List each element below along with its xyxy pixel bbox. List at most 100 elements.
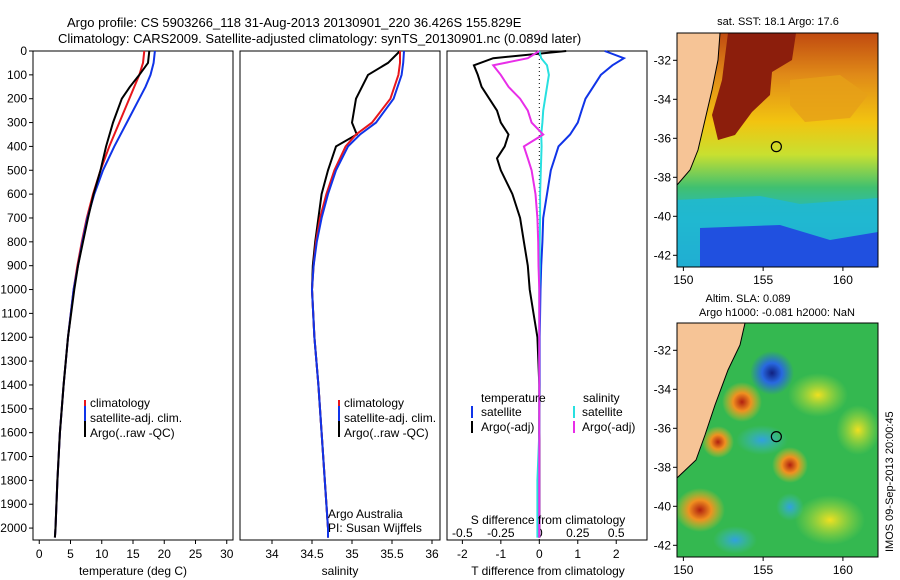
sst-cold-band — [700, 225, 878, 267]
x-tick-label: 30 — [220, 547, 234, 561]
temperature-legend: climatology satellite-adj. clim. Argo(..… — [84, 396, 182, 440]
lat-tick-label: -32 — [654, 53, 672, 67]
x-tick-label: 2 — [613, 547, 620, 561]
sla-map-title2: Argo h1000: -0.081 h2000: NaN — [699, 307, 855, 319]
salinity-x-axis: 34 34.5 35 35.5 36 — [265, 540, 439, 561]
difference-series — [472, 50, 627, 538]
lon-tick-label: 150 — [673, 273, 693, 287]
depth-tick-label: 1400 — [0, 378, 27, 392]
header-line1: Argo profile: CS 5903266_118 31-Aug-2013… — [67, 15, 522, 30]
lat-tick-label: -38 — [654, 460, 672, 474]
legend-label-argo: Argo(..raw -QC) — [90, 426, 175, 440]
x-tick-label: 10 — [95, 547, 109, 561]
depth-tick-label: 0 — [20, 44, 27, 58]
depth-tick-label: 1600 — [0, 426, 27, 440]
lon-tick-label: 160 — [833, 563, 853, 577]
legend-label-argo: Argo(..raw -QC) — [344, 426, 429, 440]
lat-tick-label: -36 — [654, 421, 672, 435]
temperature-series — [53, 50, 156, 538]
legend-label-climatology: climatology — [344, 396, 404, 410]
sst-map-frame — [676, 32, 879, 268]
s-tick-label: -0.5 — [452, 526, 473, 540]
series-line — [310, 50, 405, 538]
argo-float-marker — [770, 431, 782, 443]
x-tick-label: 0 — [536, 547, 543, 561]
lon-tick-label: 155 — [753, 273, 773, 287]
x-tick-label: 0 — [36, 547, 43, 561]
difference-panel: -2 -1 0 1 2-0.5 -0.25 0 0.25 0.5 T difference fr… — [446, 50, 648, 578]
salinity-series — [310, 50, 405, 538]
depth-tick-label: 100 — [7, 68, 27, 82]
lat-tick-label: -38 — [654, 170, 672, 184]
salinity-annotation-line2: PI: Susan Wijffels — [328, 521, 422, 535]
legend-label-climatology: climatology — [90, 396, 150, 410]
x-tick-label: 20 — [158, 547, 172, 561]
legend-label-t-argo: Argo(-adj) — [481, 420, 534, 434]
lon-tick-label: 150 — [673, 563, 693, 577]
x-tick-label: 36 — [425, 547, 439, 561]
temperature-panel: 0100200300400500600700800900100011001200… — [0, 44, 233, 578]
legend-label-satellite: satellite-adj. clim. — [344, 411, 436, 425]
lat-tick-label: -40 — [654, 499, 672, 513]
depth-axis: 0 100 200 300 400 500 600 700 800 900 1000 1100 1200… — [0, 44, 33, 535]
coastline — [677, 323, 746, 479]
depth-tick-label: 2000 — [0, 521, 27, 535]
depth-tick-label: 300 — [7, 116, 27, 130]
land-australia — [677, 33, 720, 185]
difference-top-label: S difference from climatology — [471, 513, 626, 527]
lat-tick-label: -42 — [654, 248, 672, 262]
sla-high-eddy — [702, 426, 734, 458]
x-tick-label: -1 — [496, 547, 507, 561]
sla-high-eddy — [677, 488, 725, 532]
sla-negative-area — [776, 493, 804, 521]
salinity-panel: 34 34.5 35 35.5 36 salinity climatology sate… — [239, 50, 441, 578]
sla-positive-area — [795, 495, 865, 545]
depth-tick-label: 900 — [7, 259, 27, 273]
sla-positive-area — [836, 405, 878, 455]
x-tick-label: -2 — [457, 547, 468, 561]
temperature-x-axis: 0 5 10 15 20 25 30 — [36, 540, 234, 561]
salinity-legend: climatology satellite-adj. clim. Argo(..… — [338, 396, 436, 440]
lat-tick-label: -36 — [654, 131, 672, 145]
s-tick-label: -0.25 — [487, 526, 515, 540]
difference-xlabel: T difference from climatology — [471, 564, 625, 578]
x-tick-label: 1 — [574, 547, 581, 561]
x-tick-label: 34 — [265, 547, 279, 561]
depth-tick-label: 500 — [7, 163, 27, 177]
sla-map-frame — [676, 322, 879, 558]
s-tick-label: 0.5 — [608, 526, 625, 540]
lat-tick-label: -42 — [654, 538, 672, 552]
sla-map-title1: Altim. SLA: 0.089 — [706, 293, 791, 305]
depth-tick-label: 1800 — [0, 473, 27, 487]
sla-negative-area — [736, 425, 788, 455]
header-line2: Climatology: CARS2009. Satellite-adjuste… — [58, 31, 581, 46]
legend-title-salinity: salinity — [583, 391, 620, 405]
salinity-axes — [239, 50, 441, 541]
lon-tick-label: 160 — [833, 273, 853, 287]
legend-label-s-argo: Argo(-adj) — [582, 420, 635, 434]
depth-tick-label: 700 — [7, 211, 27, 225]
legend-label-satellite: satellite-adj. clim. — [90, 411, 182, 425]
depth-tick-label: 400 — [7, 139, 27, 153]
x-tick-label: 25 — [189, 547, 203, 561]
sst-map-title: sat. SST: 18.1 Argo: 17.6 — [717, 16, 839, 28]
depth-tick-label: 1500 — [0, 402, 27, 416]
depth-tick-label: 1200 — [0, 330, 27, 344]
depth-tick-label: 200 — [7, 92, 27, 106]
argo-float-marker — [770, 141, 782, 153]
x-tick-label: 34.5 — [300, 547, 324, 561]
legend-label-t-satellite: satellite — [481, 405, 522, 419]
depth-tick-label: 600 — [7, 187, 27, 201]
sla-low-eddy — [750, 351, 794, 395]
lat-tick-label: -32 — [654, 343, 672, 357]
difference-legend: temperature salinity satellite Argo(-adj… — [471, 391, 635, 434]
x-tick-label: 35 — [345, 547, 359, 561]
sst-map: sat. SST: 18.1 Argo: 17.6 -32 -34 -36 -38 -4… — [654, 16, 879, 287]
series-line — [53, 50, 151, 538]
sla-map: Altim. SLA: 0.089 Argo h1000: -0.081 h20… — [654, 293, 879, 577]
sla-positive-area — [788, 373, 848, 417]
sla-negative-area — [713, 526, 757, 554]
temperature-xlabel: temperature (deg C) — [79, 564, 187, 578]
